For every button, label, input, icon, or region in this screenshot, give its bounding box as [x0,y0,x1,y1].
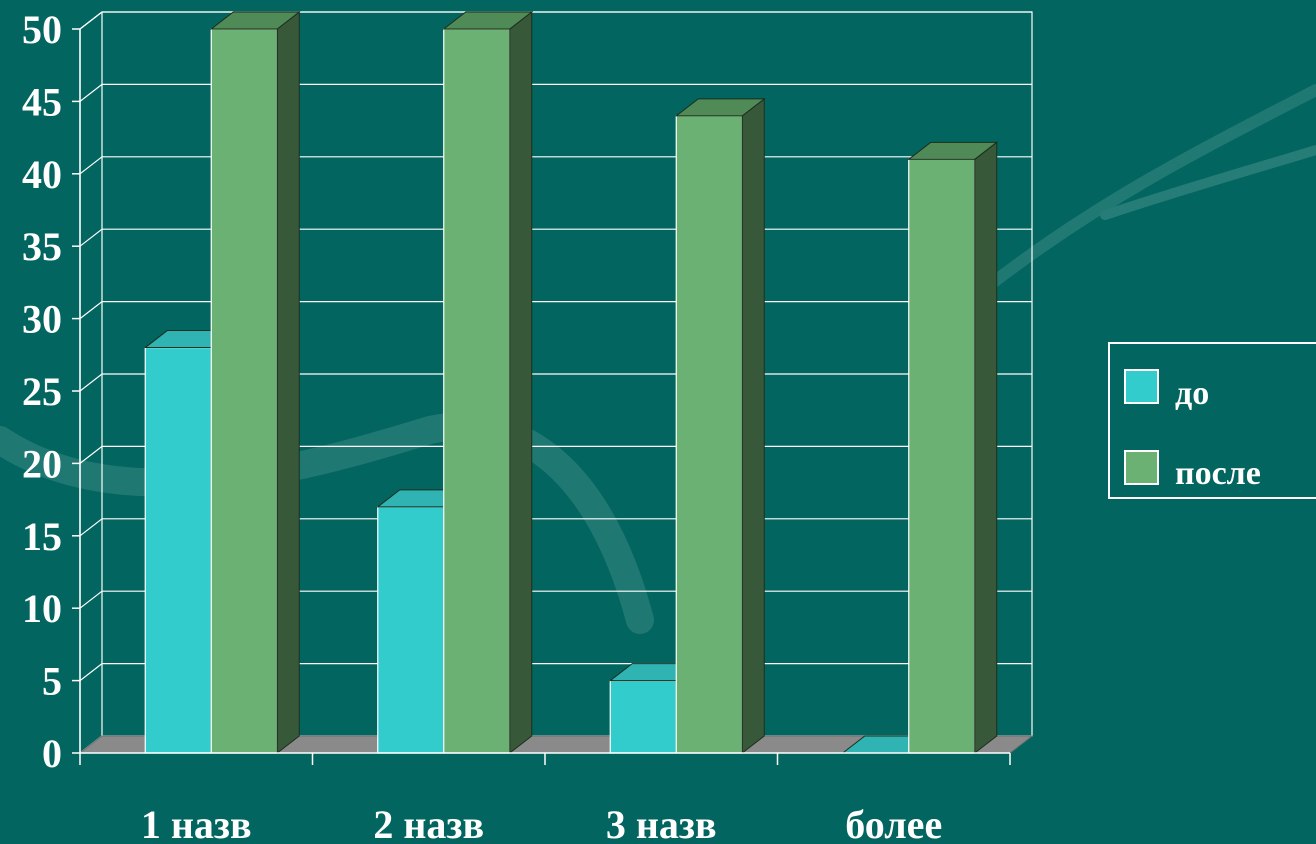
legend-swatch-posle [1124,450,1159,485]
x-category-label: более [845,802,942,844]
bar-front-do-1 [144,346,212,754]
y-tick-label: 45 [22,79,62,124]
axis-layer: 0 5 10 15 20 25 30 35 40 45 50 1 назв 2 назв 3 назв бо… [22,7,1011,844]
legend-frame [1108,342,1316,499]
grid-diagonal [79,228,103,247]
y-tick-label: 15 [22,514,62,559]
bar-front-do-2 [377,506,445,754]
legend-swatch-do [1124,369,1159,404]
bar-posle-1 [209,10,301,755]
bar-front-posle-3 [675,115,743,754]
bar-posle-2 [442,10,534,755]
legend-label-posle: после [1175,455,1261,492]
bar-side-posle-2 [509,10,533,755]
bar-posle-3 [674,97,766,755]
bar-side-posle-4 [974,141,998,755]
bar-top-posle-2 [442,11,534,30]
grid-diagonal [79,11,103,30]
y-tick-label: 5 [42,659,62,704]
bar-top-posle-4 [907,141,999,160]
grid-diagonal [79,83,103,102]
y-tick-label: 50 [22,7,62,52]
background-swooshes [0,84,1316,634]
legend-label-do: до [1175,375,1209,412]
y-tick-label: 10 [22,586,62,631]
legend: до после [1108,342,1316,499]
grid-diagonal [79,301,103,320]
bar-top-posle-3 [674,98,766,117]
grid-diagonal [79,590,103,609]
x-category-label: 3 назв [606,802,717,844]
bar-front-do-3 [609,679,677,754]
grid-diagonal [79,373,103,392]
grid-diagonal [79,518,103,537]
y-tick-label: 40 [22,152,62,197]
bars-layer [143,10,999,755]
y-tick-label: 0 [42,731,62,776]
bar-side-posle-3 [741,97,765,755]
y-tick-label: 20 [22,441,62,486]
y-tick-label: 25 [22,369,62,414]
grid-diagonal [79,663,103,682]
bar-front-posle-2 [443,28,511,754]
bar-front-posle-4 [908,158,976,754]
y-tick-label: 35 [22,224,62,269]
x-category-label: 2 назв [373,802,484,844]
y-tick-label: 30 [22,297,62,342]
bar-side-posle-1 [276,10,300,755]
grid-diagonal [79,156,103,175]
x-category-label: 1 назв [141,802,252,844]
bar-top-posle-1 [209,11,301,30]
bar-front-posle-1 [210,28,278,754]
bar-posle-4 [907,141,999,755]
grid-diagonal [79,445,103,464]
